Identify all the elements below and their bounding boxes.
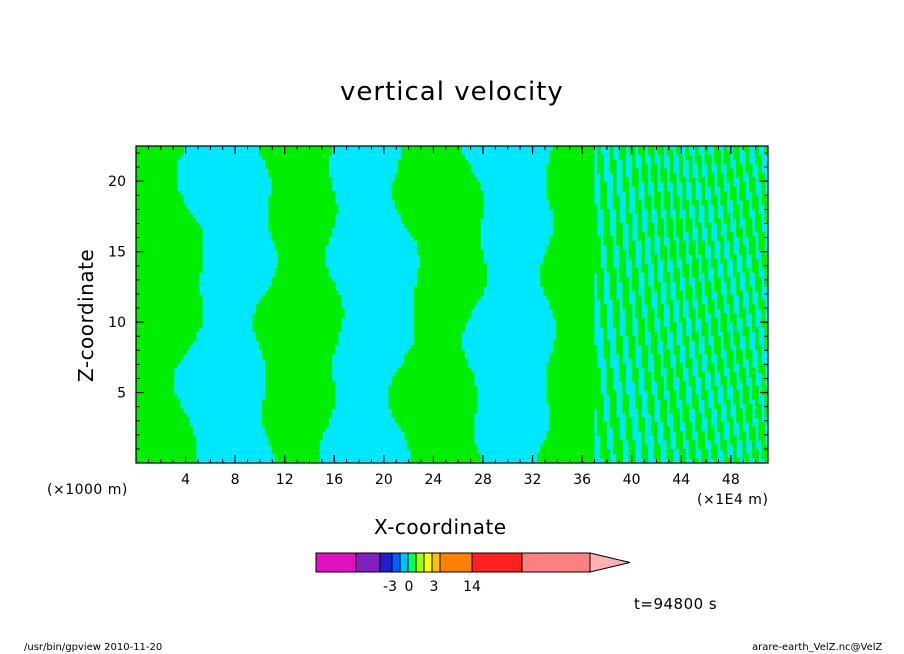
colorbar-segment <box>391 552 401 573</box>
x-tick-label: 4 <box>181 472 190 488</box>
colorbar-segment <box>423 552 433 573</box>
x-tick-label: 12 <box>276 472 294 488</box>
footer-left: /usr/bin/gpview 2010-11-20 <box>24 642 163 653</box>
y-axis-ticks: 5 10 15 20 <box>108 152 768 450</box>
x-tick-label: 32 <box>524 472 542 488</box>
x-tick-label: 8 <box>231 472 240 488</box>
colorbar-segment <box>355 552 381 573</box>
colorbar: -3 0 3 14 <box>315 552 631 595</box>
colorbar-segment <box>439 552 473 573</box>
colorbar-segment <box>521 552 591 573</box>
footer-right: arare-earth_VelZ.nc@VelZ <box>752 642 883 653</box>
time-label: t=94800 s <box>634 595 718 613</box>
colorbar-label: 0 <box>405 579 414 595</box>
x-tick-label: 48 <box>722 472 740 488</box>
positive-region <box>136 146 768 463</box>
contour-plot-area <box>136 146 768 463</box>
y-tick-label: 10 <box>108 315 126 331</box>
x-axis-title: X-coordinate <box>374 515 507 539</box>
y-tick-label: 5 <box>117 386 126 402</box>
colorbar-segment <box>379 552 393 573</box>
colorbar-segment <box>407 552 417 573</box>
colorbar-extension-arrow <box>589 552 631 573</box>
colorbar-label: 14 <box>463 579 481 595</box>
colorbar-segment <box>431 552 441 573</box>
x-tick-label: 20 <box>375 472 393 488</box>
colorbar-segment <box>315 552 357 573</box>
y-axis-title: Z-coordinate <box>74 248 98 382</box>
x-axis-unit: (×1E4 m) <box>697 492 769 508</box>
x-tick-label: 44 <box>672 472 690 488</box>
x-tick-label: 40 <box>623 472 641 488</box>
x-tick-label: 36 <box>573 472 591 488</box>
chart-title: vertical velocity <box>340 77 564 107</box>
y-tick-label: 15 <box>108 245 126 261</box>
x-tick-label: 28 <box>474 472 492 488</box>
colorbar-segment <box>471 552 523 573</box>
y-tick-label: 20 <box>108 174 126 190</box>
colorbar-label: 3 <box>430 579 439 595</box>
y-axis-unit: (×1000 m) <box>47 482 128 498</box>
colorbar-segment <box>399 552 409 573</box>
x-axis-ticks: 4 8 12 16 20 24 28 32 36 40 44 48 <box>147 146 757 488</box>
colorbar-label: -3 <box>383 579 397 595</box>
colorbar-segment <box>415 552 425 573</box>
x-tick-label: 24 <box>424 472 442 488</box>
plot-frame <box>135 145 769 464</box>
x-tick-label: 16 <box>325 472 343 488</box>
